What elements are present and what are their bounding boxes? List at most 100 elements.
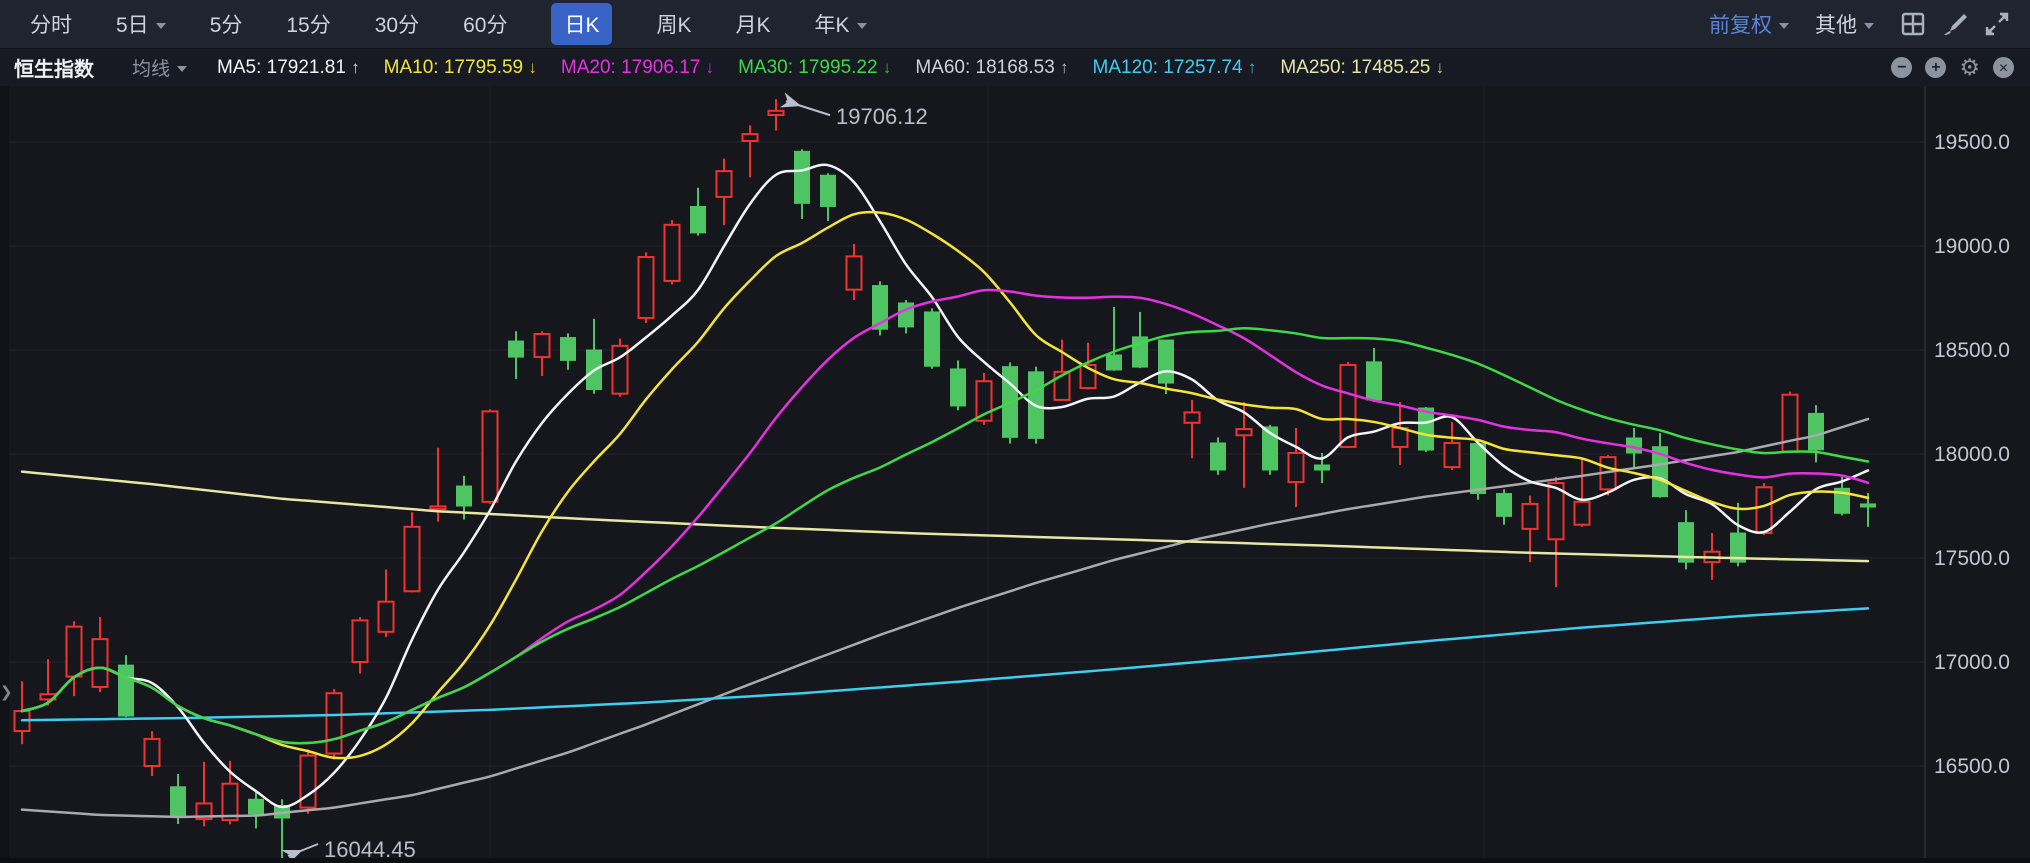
panel-expand-handle[interactable]: ❯ — [0, 684, 13, 701]
period-tab-5分[interactable]: 5分 — [210, 9, 243, 39]
period-tabs: 分时 5日 5分 15分 30分 60分 日K 周K 月K 年K — [0, 3, 867, 45]
candle — [1781, 391, 1799, 453]
ma120-line — [20, 607, 1870, 722]
candle — [1573, 458, 1591, 527]
candle — [1678, 510, 1694, 570]
arrow-down-icon: ↓ — [528, 57, 537, 77]
toolbar-icons — [1900, 11, 2010, 37]
candle — [403, 512, 421, 593]
ma30-line — [20, 327, 1870, 745]
candle — [1755, 483, 1773, 536]
candle — [325, 689, 343, 760]
candle — [898, 300, 914, 334]
candle — [1183, 399, 1201, 459]
ma-selector-label: 均线 — [132, 59, 171, 80]
period-tab-月K[interactable]: 月K — [735, 9, 770, 39]
period-tab-label: 60分 — [463, 14, 508, 37]
ma-selector[interactable]: 均线 — [132, 54, 188, 81]
adjust-options: 前复权 其他 — [1709, 9, 1874, 39]
y-axis-label: 17000.0 — [1934, 651, 2010, 674]
period-tab-label: 5日 — [116, 14, 149, 37]
candle — [248, 792, 264, 829]
period-tab-label: 30分 — [374, 14, 420, 37]
candle — [13, 681, 31, 745]
arrow-up-icon: ↑ — [1247, 57, 1257, 77]
period-tab-label: 分时 — [30, 14, 72, 37]
close-icon[interactable]: ✕ — [1993, 57, 2014, 78]
candle — [377, 569, 395, 638]
candle — [533, 331, 551, 376]
candle — [950, 360, 966, 411]
y-axis-label: 19500.0 — [1934, 131, 2010, 154]
candle — [1730, 502, 1746, 567]
candle — [637, 252, 655, 323]
ma-entry-ma10: MA10: 17795.59 ↓ — [383, 56, 537, 78]
y-axis-label: 18000.0 — [1934, 443, 2010, 466]
candle — [1366, 347, 1382, 402]
y-axis-label: 19000.0 — [1934, 235, 2010, 258]
period-tab-分时[interactable]: 分时 — [30, 9, 72, 39]
candle — [586, 318, 602, 394]
zoom-in-icon[interactable]: + — [1925, 57, 1947, 78]
option-前复权[interactable]: 前复权 — [1709, 9, 1789, 39]
candle — [741, 125, 759, 178]
fullscreen-icon[interactable] — [1984, 11, 2010, 37]
period-tab-label: 5分 — [209, 14, 243, 37]
candle — [663, 220, 681, 285]
period-toolbar: 分时 5日 5分 15分 30分 60分 日K 周K 月K 年K 前复权 其他 — [0, 0, 2030, 49]
option-其他[interactable]: 其他 — [1815, 9, 1874, 39]
arrow-down-icon: ↓ — [1435, 57, 1445, 77]
candle — [1339, 361, 1357, 448]
candle — [767, 99, 785, 131]
option-label: 前复权 — [1709, 14, 1772, 37]
brush-icon[interactable] — [1942, 11, 1968, 37]
period-tab-5日[interactable]: 5日 — [116, 9, 166, 39]
ma10-line — [20, 210, 1870, 760]
candle — [1547, 476, 1565, 588]
ma5-line — [20, 163, 1870, 809]
candle — [924, 308, 940, 369]
period-tab-周K[interactable]: 周K — [656, 9, 691, 39]
high-annotation: 19706.12 — [779, 92, 928, 129]
ma-values: MA5: 17921.81 ↑ MA10: 17795.59 ↓ MA20: 179… — [217, 57, 1444, 79]
grid-layout-icon[interactable] — [1900, 11, 1926, 37]
candle — [1158, 339, 1174, 395]
candlestick-chart[interactable]: ❯ 19500.0 19000.0 18500.0 18000.0 17500.0 170… — [0, 86, 2030, 863]
candle — [508, 331, 524, 380]
zoom-out-icon[interactable]: − — [1891, 57, 1913, 78]
chevron-down-icon — [1779, 22, 1789, 29]
svg-text:19706.12: 19706.12 — [836, 104, 928, 129]
period-tab-30分[interactable]: 30分 — [375, 9, 419, 39]
ma-legend-left: 恒生指数 均线 MA5: 17921.81 ↑ MA10: 17795.59 ↓ M… — [0, 53, 1444, 82]
candle — [845, 243, 863, 301]
candle — [1287, 428, 1305, 508]
candle — [118, 655, 134, 718]
candle — [1106, 306, 1122, 371]
ma-entry-ma30: MA30: 17995.22 ↓ — [738, 56, 892, 78]
period-tab-年K[interactable]: 年K — [815, 9, 867, 39]
candle — [1521, 495, 1539, 563]
chevron-down-icon — [856, 22, 867, 29]
candle — [1808, 405, 1824, 463]
ma-entry-ma120: MA120: 17257.74 ↑ — [1092, 56, 1257, 78]
y-axis-label: 16500.0 — [1934, 755, 2010, 778]
candle — [481, 409, 499, 504]
ma60-line — [20, 417, 1870, 819]
candle — [1496, 489, 1512, 525]
candle — [715, 158, 733, 226]
chart-canvas[interactable]: 19500.0 19000.0 18500.0 18000.0 17500.0 17000… — [0, 86, 2030, 863]
candle — [91, 617, 109, 693]
period-tab-日K[interactable]: 日K — [551, 3, 613, 45]
settings-icon[interactable]: ⚙ — [1959, 54, 1980, 80]
y-axis-label: 17500.0 — [1934, 547, 2010, 570]
period-tab-60分[interactable]: 60分 — [463, 9, 507, 39]
period-tab-label: 月K — [735, 14, 771, 37]
ma-entry-ma250: MA250: 17485.25 ↓ — [1280, 56, 1445, 78]
candle — [1210, 437, 1226, 475]
candle — [794, 149, 810, 219]
collapsed-panel-strip — [0, 86, 9, 858]
period-tab-label: 周K — [656, 14, 692, 37]
period-tab-15分[interactable]: 15分 — [286, 9, 330, 39]
ma250-line — [20, 470, 1870, 563]
